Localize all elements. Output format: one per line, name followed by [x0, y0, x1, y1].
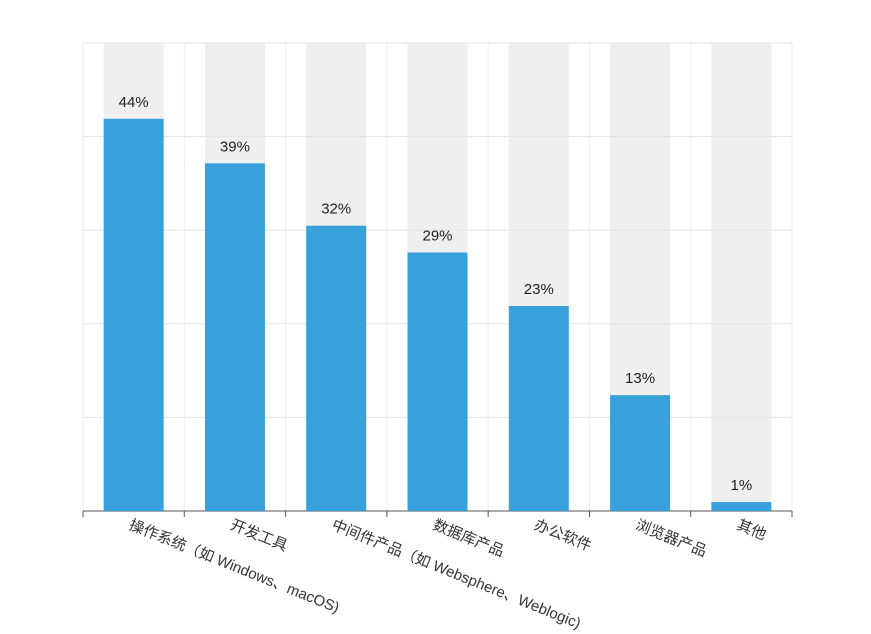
value-label: 13%	[625, 370, 655, 387]
x-tick-label: 浏览器产品	[633, 517, 709, 561]
bar	[610, 395, 671, 511]
value-label: 23%	[524, 281, 554, 298]
bar	[204, 163, 265, 512]
bar	[306, 225, 367, 511]
x-tick-label: 开发工具	[228, 517, 290, 555]
value-label: 39%	[220, 138, 250, 155]
bar	[711, 502, 772, 511]
value-label: 1%	[731, 477, 753, 494]
category-band	[711, 43, 772, 511]
bar	[508, 305, 569, 511]
x-tick-label: 数据库产品	[431, 517, 507, 561]
bar	[103, 118, 164, 512]
x-tick-label: 其他	[734, 517, 768, 544]
value-label: 44%	[119, 94, 149, 111]
x-tick-label: 办公软件	[532, 517, 594, 555]
value-label: 29%	[422, 227, 452, 244]
value-label: 32%	[321, 201, 351, 218]
bar	[407, 252, 468, 511]
